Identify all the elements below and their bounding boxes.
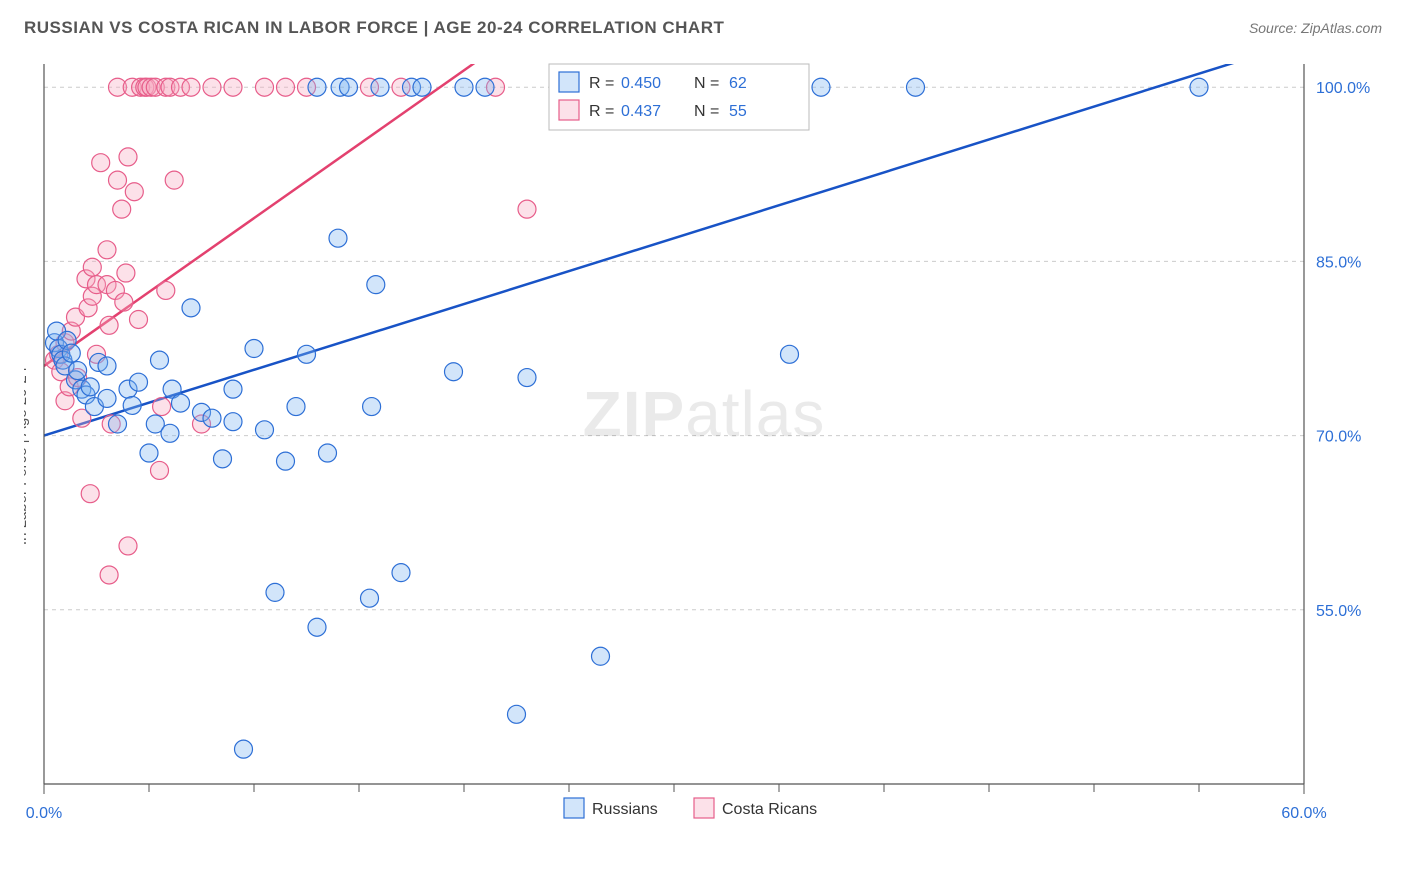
- svg-text:N =: N =: [694, 103, 719, 120]
- svg-text:0.437: 0.437: [621, 103, 661, 120]
- x-tick-labels: 0.0% 60.0%: [26, 805, 1327, 822]
- svg-text:55: 55: [729, 103, 747, 120]
- svg-text:N =: N =: [694, 75, 719, 92]
- y-tick-labels: 55.0% 70.0% 85.0% 100.0%: [1316, 80, 1370, 620]
- svg-text:0.450: 0.450: [621, 75, 661, 92]
- points-costa-ricans: [46, 78, 537, 584]
- y-gridlines: [44, 87, 1304, 610]
- svg-text:Russians: Russians: [592, 801, 658, 818]
- chart-title: RUSSIAN VS COSTA RICAN IN LABOR FORCE | …: [24, 18, 724, 38]
- chart-container: ZIPatlas 0.0% 60.0% 55.0% 70.0% 85.0% 100.0%…: [24, 56, 1382, 842]
- x-ticks: [44, 784, 1304, 794]
- svg-text:R =: R =: [589, 103, 614, 120]
- svg-text:R =: R =: [589, 75, 614, 92]
- svg-text:62: 62: [729, 75, 747, 92]
- svg-text:0.0%: 0.0%: [26, 805, 62, 822]
- correlation-scatter-chart: ZIPatlas 0.0% 60.0% 55.0% 70.0% 85.0% 100.0%…: [24, 56, 1382, 842]
- watermark-text: ZIPatlas: [583, 378, 826, 450]
- series-legend: Russians Costa Ricans: [564, 798, 817, 818]
- svg-text:70.0%: 70.0%: [1316, 429, 1361, 446]
- svg-text:100.0%: 100.0%: [1316, 80, 1370, 97]
- source-attribution: Source: ZipAtlas.com: [1249, 20, 1382, 36]
- correlation-legend: R = 0.450 N = 62 R = 0.437 N = 55: [549, 64, 809, 130]
- svg-text:60.0%: 60.0%: [1281, 805, 1326, 822]
- svg-text:55.0%: 55.0%: [1316, 603, 1361, 620]
- svg-text:85.0%: 85.0%: [1316, 254, 1361, 271]
- y-axis-label: In Labor Force | Age 20-24: [24, 367, 30, 545]
- svg-text:Costa Ricans: Costa Ricans: [722, 801, 817, 818]
